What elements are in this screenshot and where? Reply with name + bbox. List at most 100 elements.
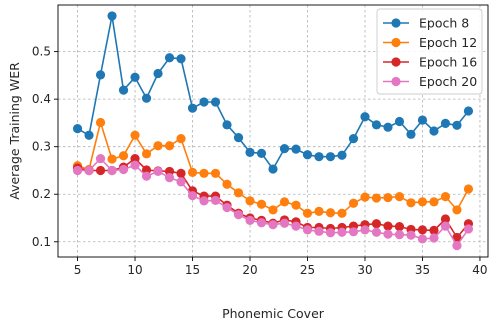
- data-point: [348, 227, 359, 237]
- data-point: [130, 130, 140, 140]
- y-tick-label: 0.5: [32, 45, 51, 59]
- legend-items: Epoch 8 Epoch 12 Epoch 16 Epoch 20: [383, 16, 477, 89]
- x-tick-label: 5: [74, 263, 82, 277]
- data-point: [291, 144, 301, 154]
- data-point: [302, 150, 313, 160]
- y-tick-label: 0.4: [32, 92, 51, 106]
- legend: Epoch 8 Epoch 12 Epoch 16 Epoch 20: [376, 8, 483, 95]
- data-point: [452, 205, 462, 215]
- data-point: [176, 168, 186, 178]
- data-point: [233, 133, 244, 143]
- data-point: [394, 230, 405, 240]
- data-point: [440, 221, 451, 231]
- data-point: [337, 150, 347, 160]
- data-point: [314, 152, 324, 162]
- data-point: [452, 232, 462, 243]
- y-axis-ticks: 0.1 0.2 0.3 0.4 0.5: [32, 45, 58, 249]
- data-point: [130, 160, 140, 170]
- data-point: [452, 120, 462, 130]
- data-point: [463, 224, 474, 234]
- data-point: [337, 227, 347, 237]
- data-point: [268, 164, 278, 174]
- legend-marker: [391, 37, 401, 48]
- data-point: [118, 164, 129, 175]
- legend-item: Epoch 16: [383, 55, 477, 70]
- x-tick-label: 10: [127, 263, 142, 277]
- data-point: [72, 165, 83, 176]
- data-point: [233, 188, 244, 198]
- data-point: [268, 205, 278, 215]
- data-point: [95, 153, 106, 164]
- data-point: [417, 234, 428, 244]
- data-point: [325, 228, 336, 238]
- data-point: [222, 120, 232, 130]
- data-point: [371, 193, 382, 203]
- data-point: [199, 97, 209, 107]
- data-point: [337, 208, 347, 218]
- data-point: [107, 154, 117, 164]
- data-point: [210, 97, 221, 107]
- data-point: [417, 197, 428, 207]
- data-point: [84, 165, 94, 176]
- data-point: [360, 192, 370, 202]
- data-point: [429, 126, 439, 136]
- data-point: [118, 151, 129, 161]
- grid-lines: [58, 5, 488, 257]
- x-axis-ticks: 5 10 15 20 25 30 35 40: [74, 257, 488, 277]
- data-point: [256, 199, 267, 209]
- plot-frame: [57, 4, 489, 258]
- data-point: [383, 229, 393, 239]
- data-point: [348, 134, 359, 144]
- data-point: [383, 221, 393, 231]
- data-point: [440, 214, 451, 224]
- data-point: [187, 191, 198, 201]
- data-point: [371, 120, 382, 130]
- data-point: [325, 208, 336, 218]
- data-point: [176, 54, 186, 64]
- data-point: [463, 106, 474, 116]
- data-point: [130, 72, 140, 82]
- x-tick-label: 15: [185, 263, 200, 277]
- legend-label: Epoch 16: [419, 55, 477, 70]
- data-point: [314, 206, 324, 216]
- legend-item: Epoch 8: [383, 16, 469, 31]
- data-point: [164, 172, 175, 183]
- data-point: [107, 11, 117, 21]
- data-point: [164, 141, 175, 151]
- data-point: [371, 227, 382, 237]
- data-point: [176, 134, 186, 144]
- data-point: [279, 218, 290, 228]
- data-point: [153, 68, 163, 79]
- data-point: [314, 226, 324, 236]
- data-point: [95, 117, 106, 128]
- data-point: [463, 184, 474, 194]
- data-point: [360, 225, 370, 235]
- data-point: [429, 197, 439, 207]
- data-point: [222, 202, 232, 213]
- data-point: [406, 198, 416, 208]
- data-point: [164, 53, 175, 63]
- data-point: [84, 130, 94, 140]
- x-tick-label: 20: [242, 263, 257, 277]
- data-point: [199, 196, 209, 206]
- data-point: [383, 122, 393, 132]
- data-point: [72, 124, 83, 134]
- data-point: [383, 192, 393, 203]
- y-tick-label: 0.1: [32, 235, 51, 249]
- data-point: [210, 168, 221, 178]
- data-point: [233, 210, 244, 220]
- data-point: [452, 240, 462, 251]
- data-point: [406, 129, 416, 139]
- legend-box: [376, 8, 483, 95]
- data-point: [222, 179, 232, 189]
- legend-marker: [391, 76, 401, 87]
- legend-label: Epoch 8: [419, 16, 469, 31]
- data-point: [141, 171, 152, 181]
- series-epoch-8: [72, 11, 474, 174]
- data-point: [107, 165, 117, 176]
- y-tick-label: 0.3: [32, 140, 51, 154]
- data-point: [187, 167, 198, 177]
- data-point: [394, 221, 405, 232]
- x-tick-label: 25: [300, 263, 315, 277]
- data-point: [268, 220, 278, 230]
